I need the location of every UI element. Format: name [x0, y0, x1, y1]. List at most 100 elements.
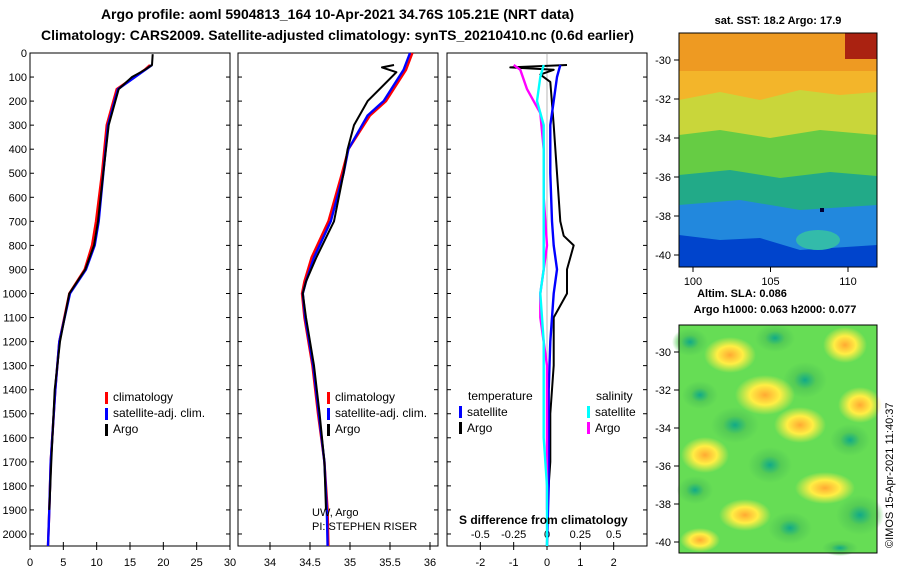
depth-tick-label: 900 [9, 264, 27, 276]
salinity-series-argo [301, 64, 398, 510]
legend-swatch-climatology [105, 392, 108, 404]
x-tick-label: 30 [224, 557, 236, 569]
legend-swatch-argo [105, 424, 108, 436]
legend-swatch-argo [327, 424, 330, 436]
plot-title-line2: Climatology: CARS2009. Satellite-adjuste… [41, 27, 634, 43]
legend-swatch-satellite [327, 408, 330, 420]
depth-tick-label: 500 [9, 168, 27, 180]
depth-tick-label: 1700 [3, 457, 27, 469]
annotation-pi: PI: STEPHEN RISER [312, 521, 417, 533]
legend-swatch-sal-argo [587, 422, 590, 434]
legend-label-satellite: satellite-adj. clim. [335, 406, 427, 420]
salinity-panel-frame [237, 52, 439, 547]
legend-label-satellite: satellite-adj. clim. [113, 406, 205, 420]
sla-low-eddy [677, 476, 713, 504]
x-tick-label: 5 [60, 557, 66, 569]
sla-high-eddy [823, 327, 867, 363]
sla-map [672, 324, 884, 556]
sla-low-eddy [783, 362, 827, 398]
sla-high-eddy [774, 407, 826, 443]
lat-tick-label: -36 [655, 172, 671, 184]
sla-high-eddy [680, 528, 720, 552]
depth-tick-label: 1000 [3, 288, 27, 300]
depth-tick-label: 1900 [3, 505, 27, 517]
depth-tick-label: 700 [9, 216, 27, 228]
sst-map-axes: -30 -32 -34 -36 -38 -40 100 105 110 [655, 55, 857, 288]
x-tick-label: 20 [157, 557, 169, 569]
depth-tick-label: 1200 [3, 337, 27, 349]
salinity-series-satellite-adj-clim- [301, 52, 412, 547]
salinity-series-climatology [300, 52, 414, 547]
plot-title-line1: Argo profile: aoml 5904813_164 10-Apr-20… [100, 6, 575, 22]
annotation-institution: UW, Argo [312, 507, 358, 519]
x-tick-label: 15 [124, 557, 136, 569]
legend-label-climatology: climatology [335, 390, 395, 404]
lat-tick-label: -32 [655, 94, 671, 106]
sst-map-title: sat. SST: 18.2 Argo: 17.9 [715, 15, 842, 27]
temperature-series-argo [48, 54, 154, 510]
sla-low-eddy [822, 540, 858, 556]
difference-xlabel: S difference from climatology [459, 513, 628, 527]
sla-map-title: Altim. SLA: 0.086 [697, 288, 787, 300]
x-tick-label: 34 [264, 557, 276, 569]
depth-tick-label: 600 [9, 192, 27, 204]
sla-map-frame [678, 324, 878, 554]
sla-high-eddy [719, 499, 771, 531]
x-tick-label: 10 [91, 557, 103, 569]
salinity-panel: 34 34.5 35 35.5 36 [238, 52, 438, 569]
legend-label-temp-argo: Argo [467, 421, 493, 435]
sla-low-eddy [682, 381, 718, 409]
difference-series-temperature-argo [509, 64, 575, 546]
sst-map [678, 32, 878, 268]
legend-label-sal-satellite: satellite [595, 405, 636, 419]
sla-high-eddy [735, 375, 795, 415]
salinity-legend: climatology satellite-adj. clim. Argo [327, 390, 427, 436]
sla-low-eddy [755, 324, 795, 352]
lat-tick-label: -34 [655, 423, 671, 435]
x-tick-label: 0 [27, 557, 33, 569]
legend-swatch-temp-satellite [459, 406, 462, 418]
depth-tick-label: 1600 [3, 433, 27, 445]
depth-tick-label: 2000 [3, 529, 27, 541]
lon-tick-label: 100 [684, 276, 702, 288]
legend-swatch-satellite [105, 408, 108, 420]
legend-header-temperature: temperature [468, 389, 533, 403]
lat-tick-label: -40 [655, 250, 671, 262]
sla-low-eddy [830, 424, 870, 456]
sla-map-axes: -30 -32 -34 -36 -38 -40 [655, 347, 679, 549]
depth-tick-label: 200 [9, 96, 27, 108]
difference-legend: temperature salinity satellite Argo sate… [459, 389, 636, 435]
sla-high-eddy [838, 387, 882, 423]
sla-high-eddy [795, 472, 855, 504]
sla-high-eddy [681, 437, 729, 473]
depth-tick-label: 0 [21, 48, 27, 60]
difference-series-salinity-satellite [535, 64, 549, 546]
depth-tick-label: 400 [9, 144, 27, 156]
sst-eddy [796, 230, 840, 250]
sst-band-warm [679, 33, 877, 71]
depth-tick-label: 1800 [3, 481, 27, 493]
copyright-stamp: ©IMOS 15-Apr-2021 11:40:37 [884, 403, 896, 548]
sla-low-eddy [748, 447, 792, 483]
lon-tick-label: 110 [839, 276, 857, 288]
sla-high-eddy [704, 337, 756, 373]
legend-swatch-sal-satellite [587, 406, 590, 418]
lat-tick-label: -38 [655, 211, 671, 223]
legend-label-argo: Argo [113, 422, 139, 436]
depth-tick-label: 300 [9, 120, 27, 132]
legend-label-sal-argo: Argo [595, 421, 621, 435]
x-tick-label: 0 [544, 557, 550, 569]
sla-low-eddy [672, 328, 708, 356]
sst-band-deep-blue [679, 235, 877, 267]
legend-header-salinity: salinity [596, 389, 633, 403]
lat-tick-label: -40 [655, 537, 671, 549]
legend-swatch-climatology [327, 392, 330, 404]
sla-map-subtitle: Argo h1000: 0.063 h2000: 0.077 [694, 304, 857, 316]
depth-tick-label: 800 [9, 240, 27, 252]
x-tick-label: 35.5 [379, 557, 400, 569]
sla-low-eddy [768, 512, 812, 544]
x-tick-label: -1 [509, 557, 519, 569]
depth-tick-label: 1500 [3, 409, 27, 421]
lat-tick-label: -30 [655, 55, 671, 67]
